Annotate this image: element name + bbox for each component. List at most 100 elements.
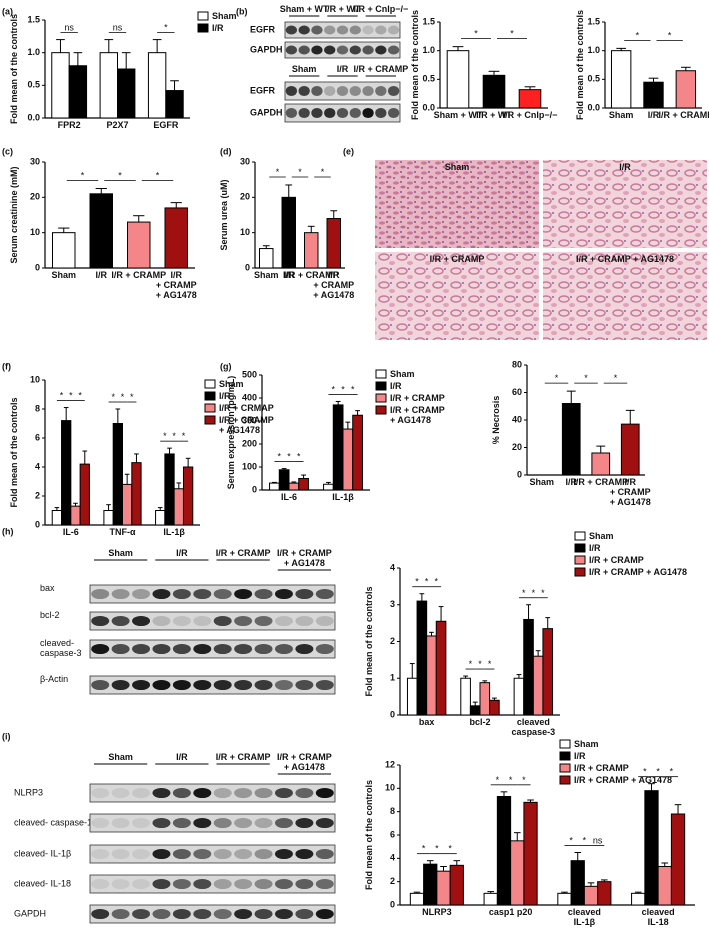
bar: [131, 462, 142, 526]
blot-band: [298, 107, 310, 119]
error-bar: [453, 860, 461, 866]
blot-band: [213, 615, 232, 627]
blot-band: [213, 588, 232, 600]
blot-band: [254, 787, 273, 799]
y-tick-label: 3: [390, 599, 395, 609]
blot-band: [213, 679, 232, 691]
y-tick-label: 400: [242, 392, 257, 402]
y-tick-label: 20: [30, 192, 40, 202]
x-tick-label: I/R: [95, 270, 107, 280]
blot-row-label: EGFR: [250, 24, 276, 34]
bar: [406, 677, 418, 716]
blot-band: [132, 588, 151, 600]
significance-label: *: [111, 392, 115, 402]
y-tick-label: 0.5: [422, 74, 435, 84]
blot-band: [324, 25, 336, 35]
bar: [278, 469, 290, 491]
significance-label: *: [121, 392, 125, 402]
blot-band: [315, 588, 334, 600]
error-bar: [674, 804, 682, 814]
blot-band: [91, 787, 110, 799]
significance-label: *: [636, 30, 640, 40]
significance-label: *: [668, 30, 672, 40]
blot-group-label: I/R + CRAMP: [216, 548, 271, 558]
significance-label: *: [298, 167, 302, 177]
error-bar: [124, 473, 130, 485]
blot-band: [315, 643, 334, 655]
legend-label: I/R: [212, 23, 224, 33]
significance-label: *: [670, 767, 674, 777]
x-tick-label: I/R + CRAMP: [573, 477, 628, 487]
blot-band: [172, 643, 191, 655]
error-bar: [134, 453, 139, 463]
y-tick-label: 1.0: [27, 47, 40, 57]
blot-band: [375, 85, 387, 97]
legend-swatch: [559, 751, 571, 761]
blot-band: [274, 848, 293, 860]
legend-swatch: [375, 369, 387, 379]
significance-label: *: [351, 384, 355, 394]
error-bar: [56, 39, 65, 53]
x-tick-label: I/R + CRAMP + AG1478: [313, 270, 354, 300]
legend-swatch: [559, 739, 571, 749]
legend-label: I/R + CRAMP + AG1478: [589, 567, 687, 577]
blot-band: [213, 908, 232, 920]
blot-band: [172, 908, 191, 920]
error-bar: [634, 891, 642, 894]
panel-label: (h): [2, 526, 14, 536]
blot-band: [91, 588, 110, 600]
bar: [352, 414, 363, 491]
bar: [643, 81, 664, 109]
blot-band: [213, 643, 232, 655]
blot-band: [295, 615, 314, 627]
blot-band: [213, 848, 232, 860]
legend-swatch: [204, 391, 216, 401]
error-bar: [170, 202, 182, 208]
blot-band: [132, 817, 151, 829]
y-tick-label: 10: [240, 227, 250, 237]
legend-swatch: [204, 403, 216, 413]
blot-band: [91, 848, 110, 860]
bar: [426, 635, 437, 716]
error-bar: [355, 410, 361, 416]
blot-band: [254, 817, 273, 829]
blot-strip: [89, 611, 336, 631]
y-tick-label: 0: [35, 262, 40, 272]
blot-band: [193, 878, 212, 890]
blot-row-label: GAPDH: [14, 908, 46, 918]
bar: [483, 892, 498, 906]
blot-band: [274, 679, 293, 691]
y-tick-label: 8: [390, 806, 395, 816]
error-bar: [330, 210, 338, 219]
error-bar: [616, 47, 627, 51]
blot-band: [349, 45, 361, 55]
blot-row-label: GAPDH: [250, 107, 283, 117]
panel-label: (i): [2, 731, 11, 741]
panel-label: (f): [2, 361, 11, 371]
blot-group-label: I/R: [176, 752, 188, 762]
y-tick-label: 6: [35, 432, 40, 442]
blot-strip: [284, 81, 401, 101]
x-tick-label: IL-1β: [332, 492, 354, 502]
significance-label: *: [163, 431, 167, 441]
blot-band: [387, 85, 400, 97]
error-bar: [281, 468, 287, 470]
blot-strip: [284, 21, 401, 39]
y-tick-label: 1.0: [422, 45, 435, 55]
bar: [99, 52, 118, 119]
error-bar: [527, 799, 534, 803]
image-label: Sham: [445, 162, 470, 172]
blot-band: [311, 107, 323, 119]
blot-band: [311, 25, 323, 35]
legend-swatch: [559, 775, 571, 785]
blot-band: [111, 588, 130, 600]
blot-band: [254, 643, 273, 655]
blot-band: [193, 679, 212, 691]
blot-band: [387, 107, 400, 119]
blot-band: [295, 878, 314, 890]
y-tick-label: 30: [30, 156, 40, 166]
blot-band: [152, 643, 171, 655]
blot-band: [132, 878, 151, 890]
blot-band: [234, 588, 253, 600]
bar: [164, 207, 188, 269]
